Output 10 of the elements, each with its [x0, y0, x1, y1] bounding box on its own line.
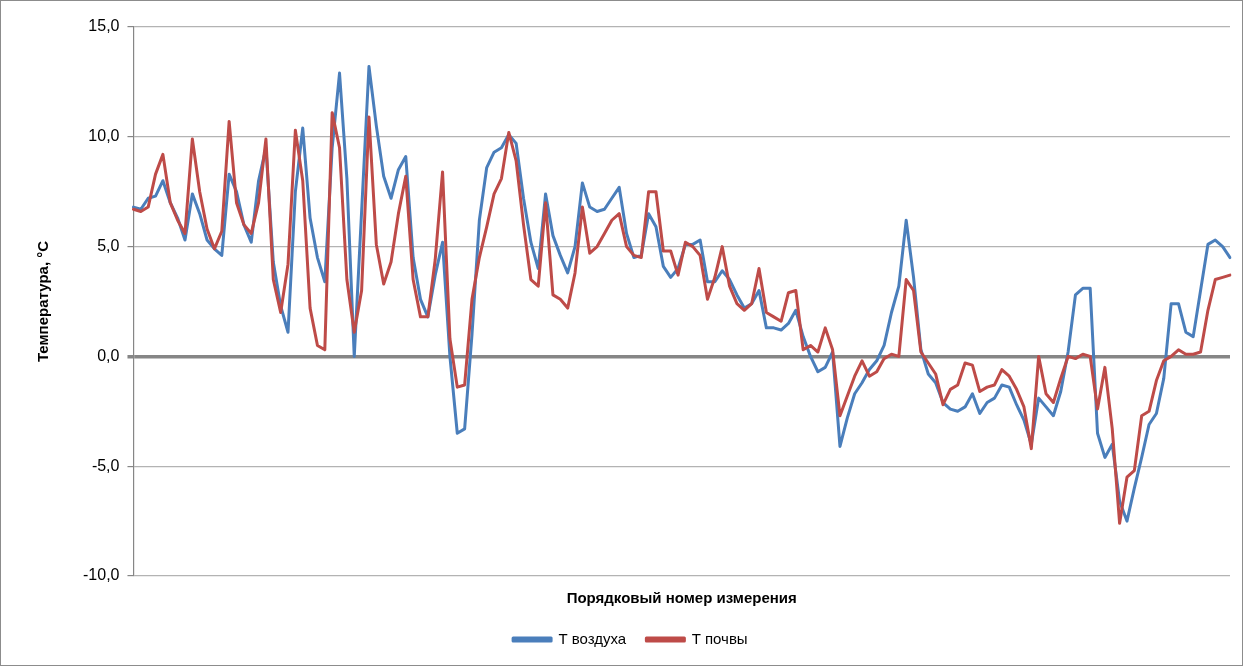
y-tick-label: -10,0 — [83, 566, 120, 584]
y-axis-title: Температура, °C — [34, 240, 52, 363]
y-tick-label: 15,0 — [88, 17, 120, 35]
y-tick-label: -5,0 — [91, 456, 120, 474]
legend-label: T почвы — [691, 629, 748, 647]
legend-label: T воздуха — [558, 629, 627, 647]
y-tick-label: 5,0 — [97, 237, 120, 255]
x-axis-title: Порядковый номер измерения — [566, 589, 797, 607]
y-tick-label: 0,0 — [97, 346, 120, 364]
y-tick-label: 10,0 — [88, 127, 120, 145]
